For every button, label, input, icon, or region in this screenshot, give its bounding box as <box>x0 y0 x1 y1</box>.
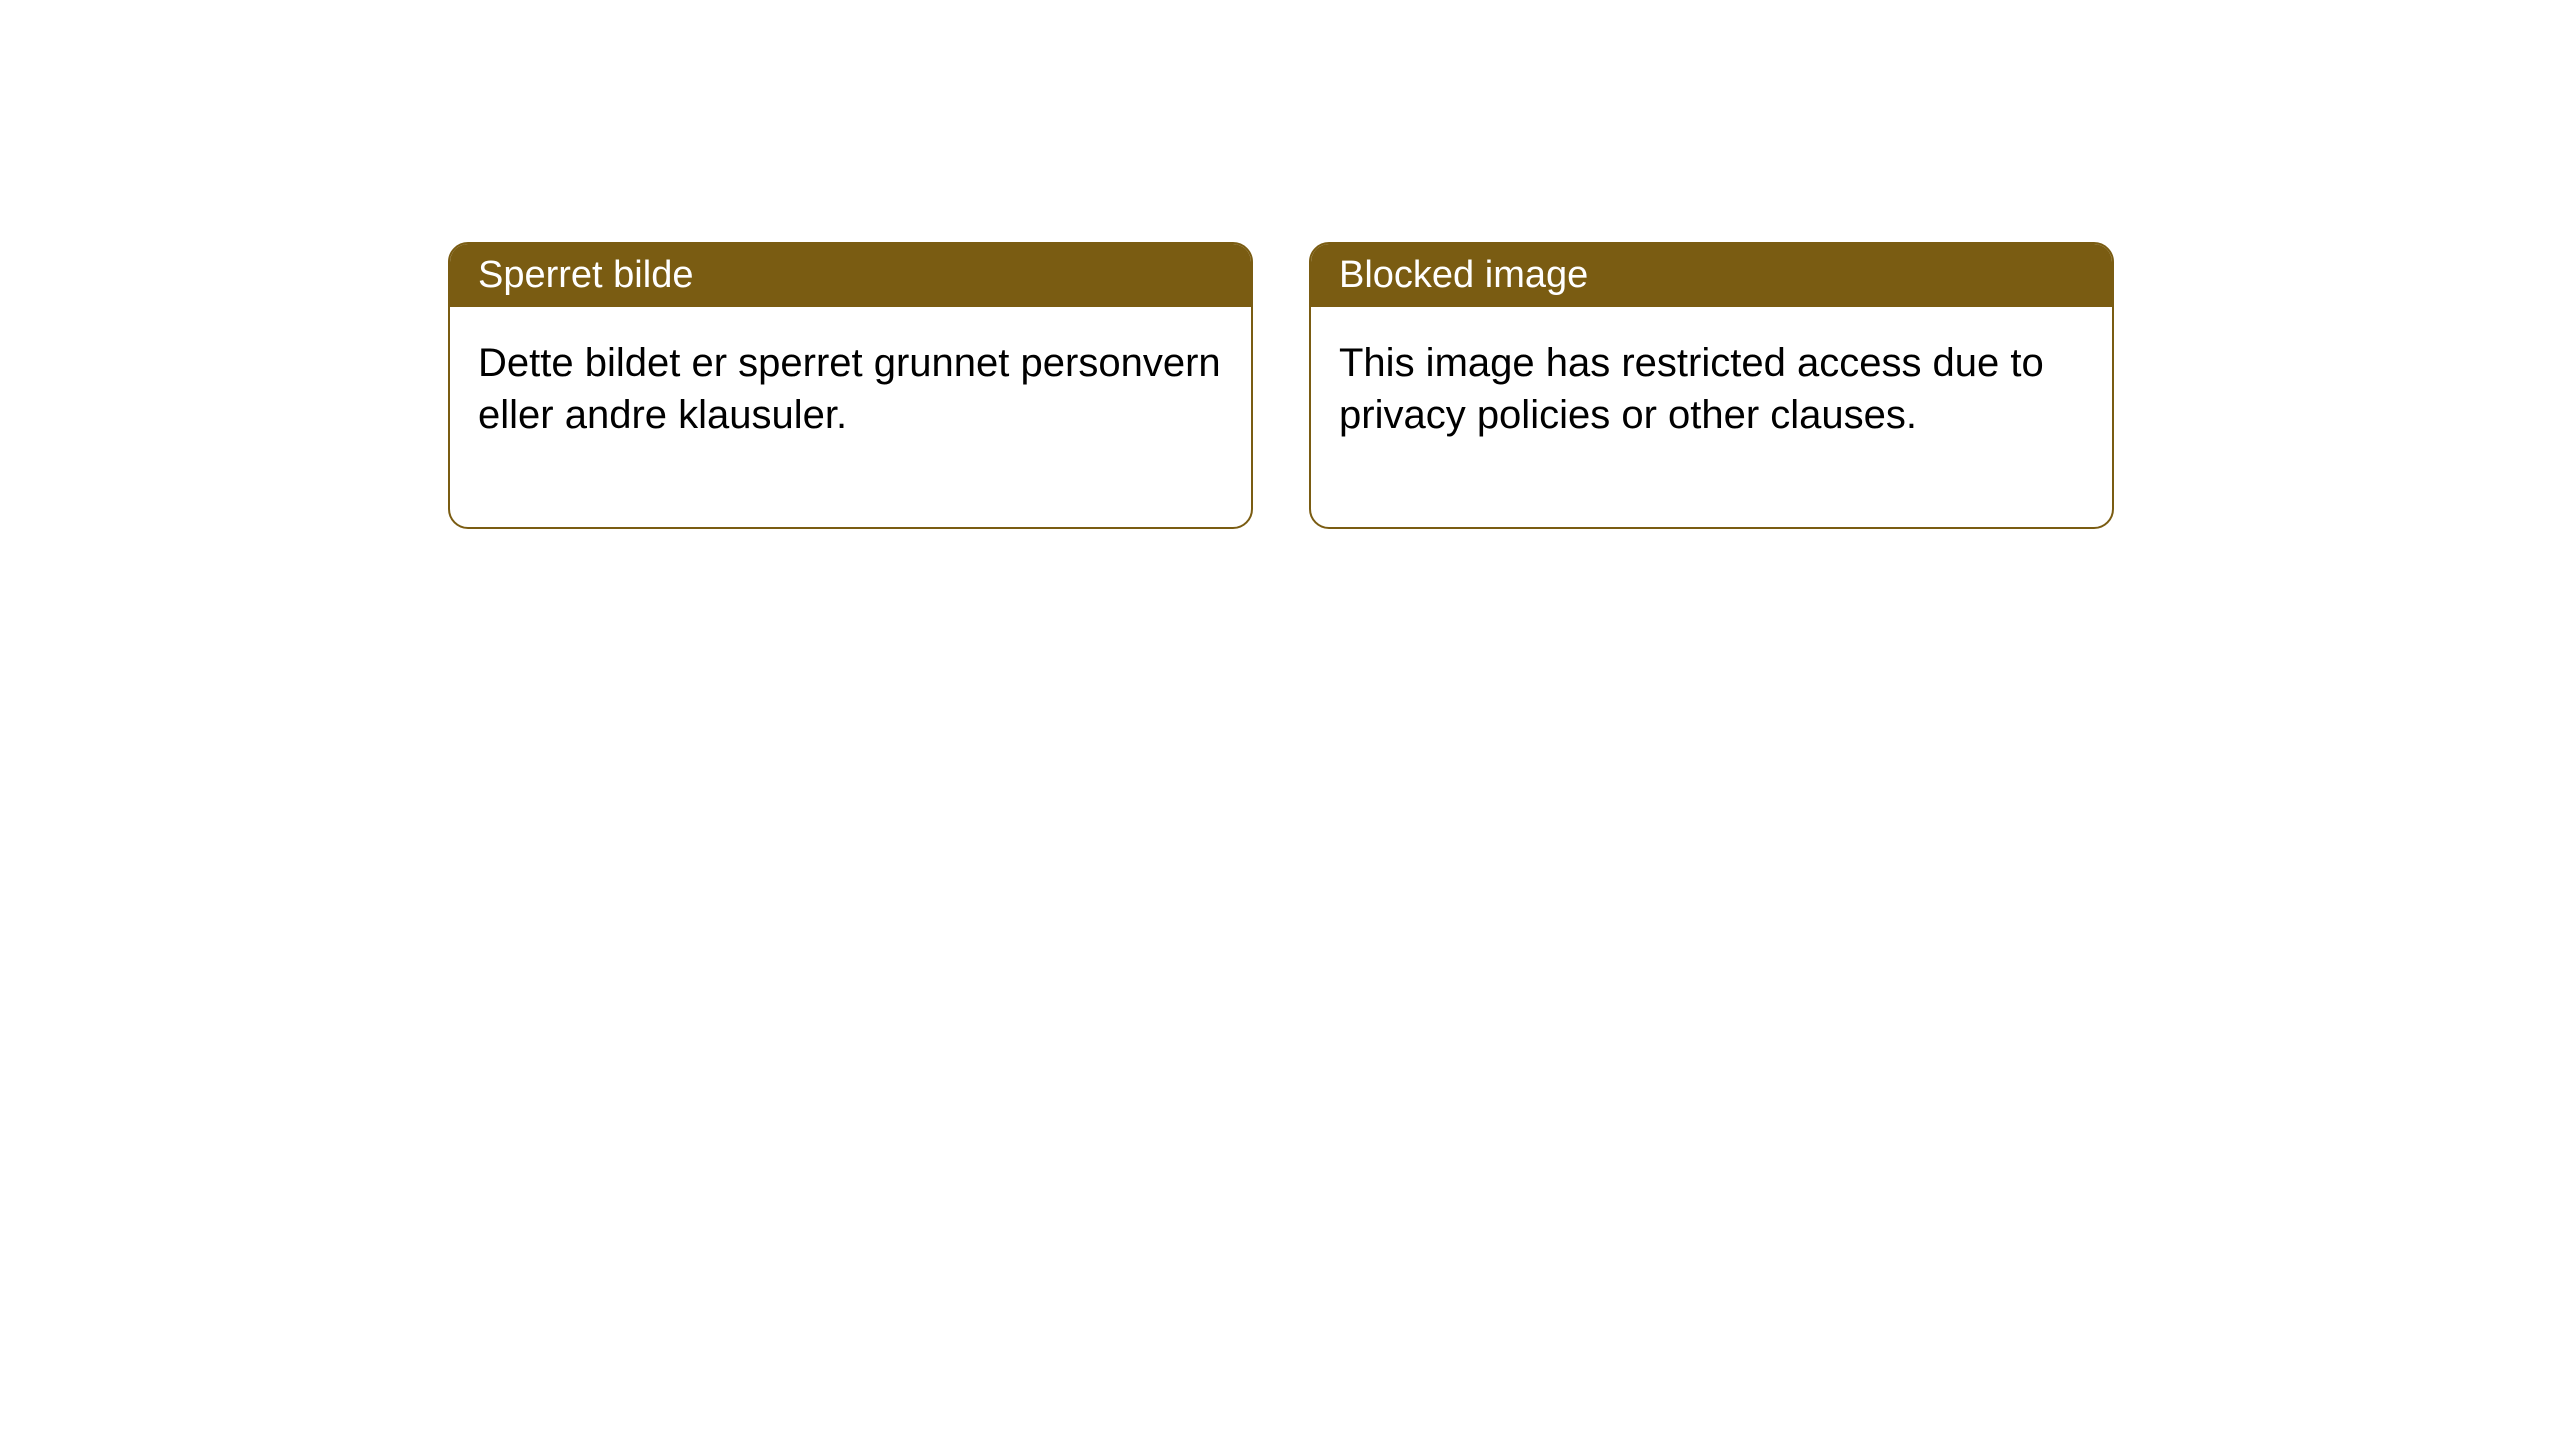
notice-box-norwegian: Sperret bilde Dette bildet er sperret gr… <box>448 242 1253 529</box>
notice-header: Sperret bilde <box>450 244 1251 307</box>
notices-container: Sperret bilde Dette bildet er sperret gr… <box>0 0 2560 529</box>
notice-body: Dette bildet er sperret grunnet personve… <box>450 307 1251 527</box>
notice-body: This image has restricted access due to … <box>1311 307 2112 527</box>
notice-title: Blocked image <box>1339 254 1588 296</box>
notice-header: Blocked image <box>1311 244 2112 307</box>
notice-title: Sperret bilde <box>478 254 693 296</box>
notice-body-text: This image has restricted access due to … <box>1339 341 2044 437</box>
notice-box-english: Blocked image This image has restricted … <box>1309 242 2114 529</box>
notice-body-text: Dette bildet er sperret grunnet personve… <box>478 341 1221 437</box>
